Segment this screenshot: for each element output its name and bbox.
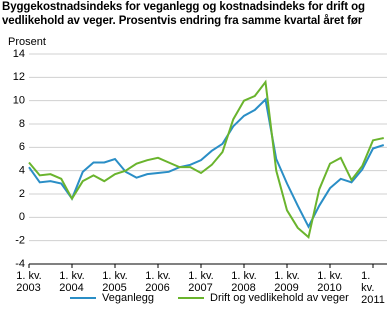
x-tick-label: 1. kv. 2006 [145,270,171,294]
y-tick-label: -2 [15,235,25,247]
legend-item: Drift og vedlikehold av veger [178,292,349,304]
y-tick-label: -4 [15,258,25,270]
legend-label: Veganlegg [102,292,154,304]
series-line [28,97,385,229]
y-tick-label: 0 [19,211,25,223]
y-tick-label: 8 [19,118,25,130]
legend-item: Veganlegg [70,292,154,304]
y-tick-label: 4 [19,165,25,177]
legend-label: Drift og vedlikehold av veger [210,292,349,304]
y-tick-label: 10 [13,95,25,107]
x-tick-label: 1. kv. 2011 [361,270,385,306]
x-tick-label: 1. kv. 2010 [317,270,343,294]
y-tick-label: 2 [19,188,25,200]
chart-title: Byggekostnadsindeks for veganlegg og kos… [2,1,365,27]
x-tick-label: 1. kv. 2004 [59,270,85,294]
x-tick-label: 1. kv. 2009 [274,270,300,294]
x-tick-label: 1. kv. 2007 [188,270,214,294]
x-tick-label: 1. kv. 2008 [231,270,257,294]
y-tick-label: 6 [19,141,25,153]
y-tick-label: 14 [13,48,25,60]
x-tick-label: 1. kv. 2005 [102,270,128,294]
series-line [28,79,384,240]
y-tick-label: 12 [13,71,25,83]
x-tick-label: 1. kv. 2003 [16,270,42,294]
y-axis-label: Prosent [8,36,46,48]
